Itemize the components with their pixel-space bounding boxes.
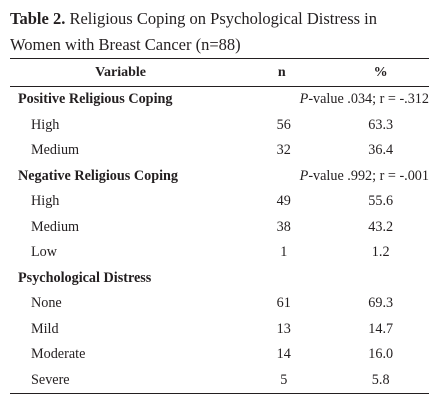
row-percent: 43.2 <box>368 219 393 235</box>
table-caption-label: Table 2. <box>10 9 65 28</box>
row-label: Moderate <box>10 342 231 368</box>
group-title: Negative Religious Coping <box>10 164 231 190</box>
row-n: 13 <box>273 321 291 337</box>
table-row: Low 1 1.2 <box>10 240 429 266</box>
row-n: 1 <box>276 244 287 260</box>
table-row: None 61 69.3 <box>10 291 429 317</box>
row-label: High <box>10 113 231 139</box>
results-table: Variable n % Positive Religious Coping P… <box>10 58 429 394</box>
group-title: Psychological Distress <box>10 266 231 292</box>
row-n: 32 <box>273 142 291 158</box>
row-n: 5 <box>276 372 287 388</box>
group-row-negative-religious-coping: Negative Religious Coping P-value .992; … <box>10 164 429 190</box>
table-row: Medium 32 36.4 <box>10 138 429 164</box>
p-symbol: P <box>300 91 309 107</box>
row-percent: 36.4 <box>368 142 393 158</box>
row-n: 61 <box>273 295 291 311</box>
table-row: High 56 63.3 <box>10 113 429 139</box>
group-statistic: P-value .992; r = -.001 <box>231 164 429 190</box>
row-label: Mild <box>10 317 231 343</box>
table-caption-text: Religious Coping on Psychological Distre… <box>10 9 377 54</box>
row-percent: 16.0 <box>368 346 393 362</box>
table-header-row: Variable n % <box>10 59 429 87</box>
row-label: None <box>10 291 231 317</box>
table-row: High 49 55.6 <box>10 189 429 215</box>
statistic-text: -value .034; r = -.312 <box>308 91 429 107</box>
table-row: Severe 5 5.8 <box>10 368 429 394</box>
row-percent: 1.2 <box>372 244 390 260</box>
row-label: Medium <box>10 138 231 164</box>
row-percent: 69.3 <box>368 295 393 311</box>
row-n: 38 <box>273 219 291 235</box>
statistic-text: -value .992; r = -.001 <box>308 168 429 184</box>
header-percent: % <box>332 59 429 87</box>
table-row: Moderate 14 16.0 <box>10 342 429 368</box>
group-title: Positive Religious Coping <box>10 87 231 113</box>
p-symbol: P <box>300 168 309 184</box>
row-n: 56 <box>273 117 291 133</box>
row-label: Severe <box>10 368 231 394</box>
row-percent: 14.7 <box>368 321 393 337</box>
group-statistic: P-value .034; r = -.312 <box>231 87 429 113</box>
row-n: 49 <box>273 193 291 209</box>
row-percent: 55.6 <box>368 193 393 209</box>
row-percent: 63.3 <box>368 117 393 133</box>
header-n: n <box>231 59 332 87</box>
row-label: Low <box>10 240 231 266</box>
group-row-positive-religious-coping: Positive Religious Coping P-value .034; … <box>10 87 429 113</box>
row-label: High <box>10 189 231 215</box>
table-row: Medium 38 43.2 <box>10 215 429 241</box>
row-percent: 5.8 <box>372 372 390 388</box>
row-n: 14 <box>273 346 291 362</box>
header-variable: Variable <box>10 59 231 87</box>
table-row: Mild 13 14.7 <box>10 317 429 343</box>
row-label: Medium <box>10 215 231 241</box>
table-caption: Table 2. Religious Coping on Psychologic… <box>10 6 430 58</box>
group-row-psychological-distress: Psychological Distress <box>10 266 429 292</box>
